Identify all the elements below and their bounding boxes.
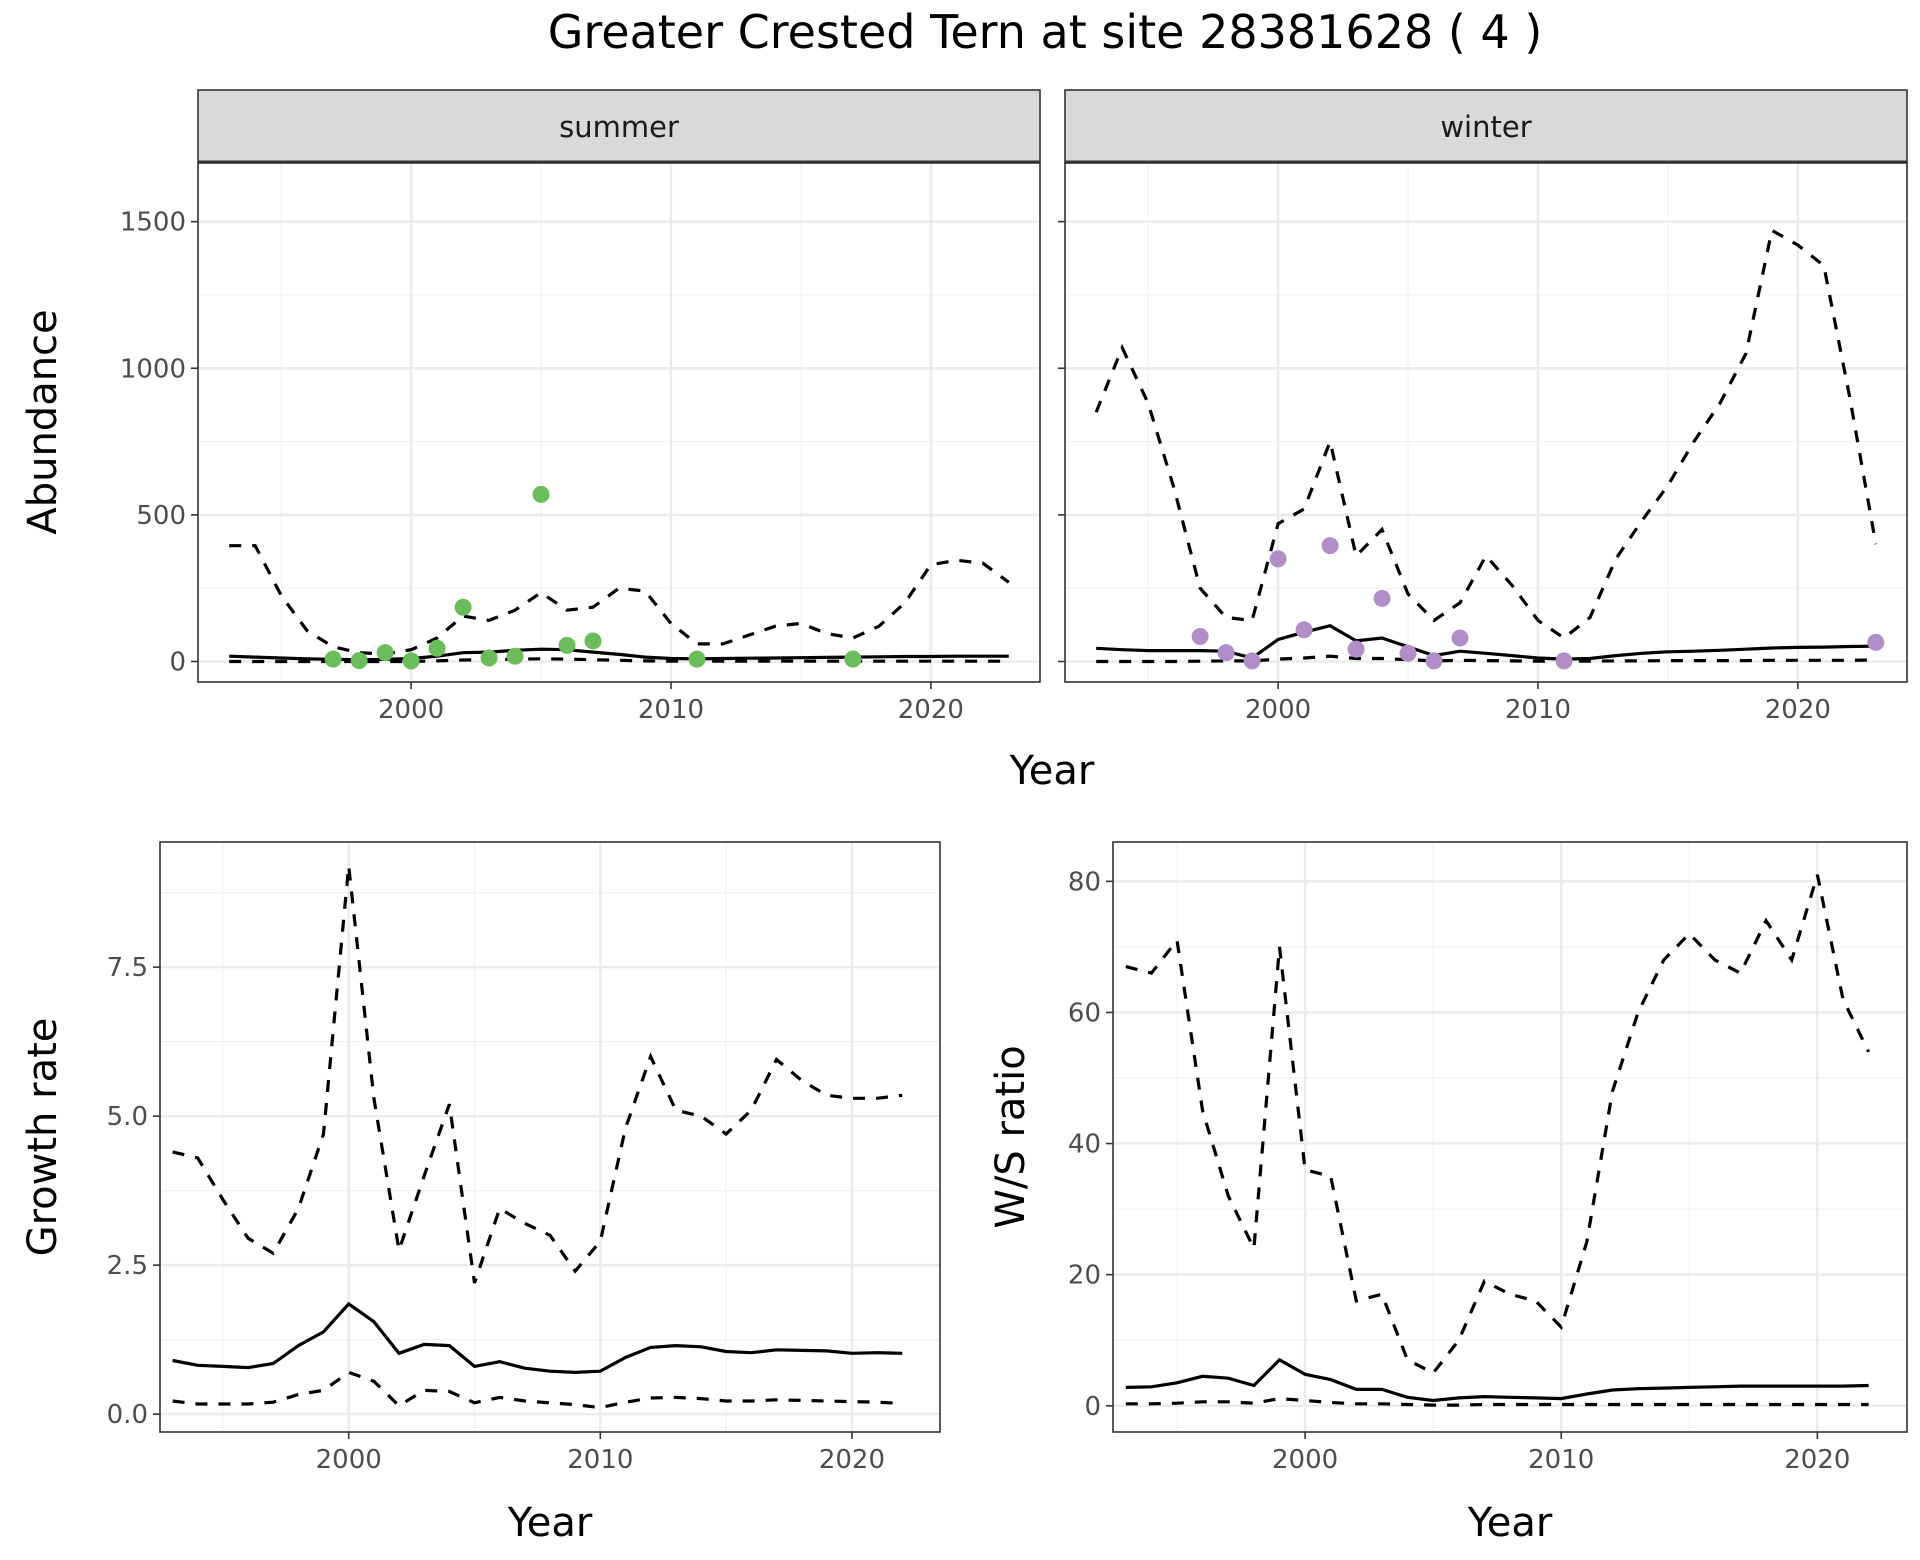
winter-strip-label: winter [1440,110,1531,144]
y-tick-label: 500 [136,501,186,531]
summer-observed-count-point [844,650,862,668]
y-tick-label: 7.5 [107,953,148,983]
x-tick-label: 2010 [1505,695,1571,725]
summer-lower-bound-line [229,657,1009,664]
summer-observed-count-point [688,650,706,668]
growth-upper-bound-line [172,865,903,1284]
ws-lower-bound-line [1125,1396,1869,1407]
y-tick-label: 0 [169,647,186,677]
summer-strip-label: summer [559,110,679,144]
winter-observed-count-point [1451,629,1469,647]
summer-upper-bound-line [229,544,1010,656]
ws-upper-bound-line [1125,874,1871,1376]
winter-observed-count-point [1191,628,1209,646]
y-tick-label: 60 [1068,998,1101,1028]
winter-strip [1064,89,1908,163]
summer-observed-count-point [558,636,576,654]
x-tick-label: 2000 [1272,1445,1338,1475]
summer-observed-count-point [324,650,342,668]
ws-ratio-panel: 2000 2010 2020 0 20 40 60 80 [1068,841,1908,1475]
abundance-y-axis-title: Abundance [20,309,66,534]
y-tick-label: 1000 [120,354,186,384]
y-tick-label: 5.0 [107,1102,148,1132]
winter-observed-count-point [1217,644,1235,662]
summer-observed-count-point [532,485,550,503]
y-tick-label: 20 [1068,1261,1101,1291]
summer-observed-count-point [428,639,446,657]
summer-abundance-panel: 2000 2010 2020 0 500 1000 1500 [120,162,1041,725]
summer-observed-count-point [402,652,420,670]
winter-observed-count-point [1347,640,1365,658]
x-tick-label: 2010 [1528,1445,1594,1475]
winter-observed-count-point [1399,644,1417,662]
winter-upper-bound-line [1094,227,1878,640]
summer-observed-count-point [506,647,524,665]
winter-observed-count-point [1321,537,1339,555]
y-tick-label: 40 [1068,1130,1101,1160]
ws-y-axis-title: W/S ratio [988,1045,1034,1228]
winter-abundance-panel: 2000 2010 2020 [1058,162,1908,725]
x-tick-label: 2020 [819,1445,885,1475]
y-tick-label: 2.5 [107,1251,148,1281]
winter-observed-count-point [1269,550,1287,568]
abundance-x-axis-title: Year [1009,748,1095,794]
growth-lower-bound-line [172,1370,903,1410]
summer-observed-count-point [584,632,602,650]
y-tick-label: 0.0 [107,1400,148,1430]
y-tick-label: 0 [1084,1392,1101,1422]
winter-observed-count-point [1295,621,1313,639]
x-tick-label: 2000 [1245,695,1311,725]
growth-x-axis-title: Year [507,1500,593,1546]
y-tick-label: 1500 [120,208,186,238]
winter-observed-count-point [1243,652,1261,670]
summer-observed-count-point [376,644,394,662]
y-tick-label: 80 [1068,867,1101,897]
x-tick-label: 2000 [378,695,444,725]
summer-observed-count-point [454,598,472,616]
x-tick-label: 2020 [1765,695,1831,725]
summer-observed-count-point [480,649,498,667]
winter-observed-count-point [1373,589,1391,607]
ws-x-axis-title: Year [1467,1500,1553,1546]
winter-observed-count-point [1867,633,1885,651]
x-tick-label: 2020 [898,695,964,725]
x-tick-label: 2010 [567,1445,633,1475]
x-tick-label: 2020 [1784,1445,1850,1475]
x-tick-label: 2000 [316,1445,382,1475]
winter-observed-count-point [1555,652,1573,670]
winter-lower-bound-line [1096,654,1876,664]
summer-observed-count-point [350,652,368,670]
growth-rate-panel: 2000 2010 2020 0.0 2.5 5.0 7.5 [107,841,941,1475]
winter-observed-count-point [1425,652,1443,670]
x-tick-label: 2010 [638,695,704,725]
ws-estimate-line [1125,1357,1869,1403]
growth-y-axis-title: Growth rate [20,1018,66,1257]
growth-estimate-line [172,1301,903,1375]
chart-title: Greater Crested Tern at site 28381628 ( … [548,5,1543,59]
